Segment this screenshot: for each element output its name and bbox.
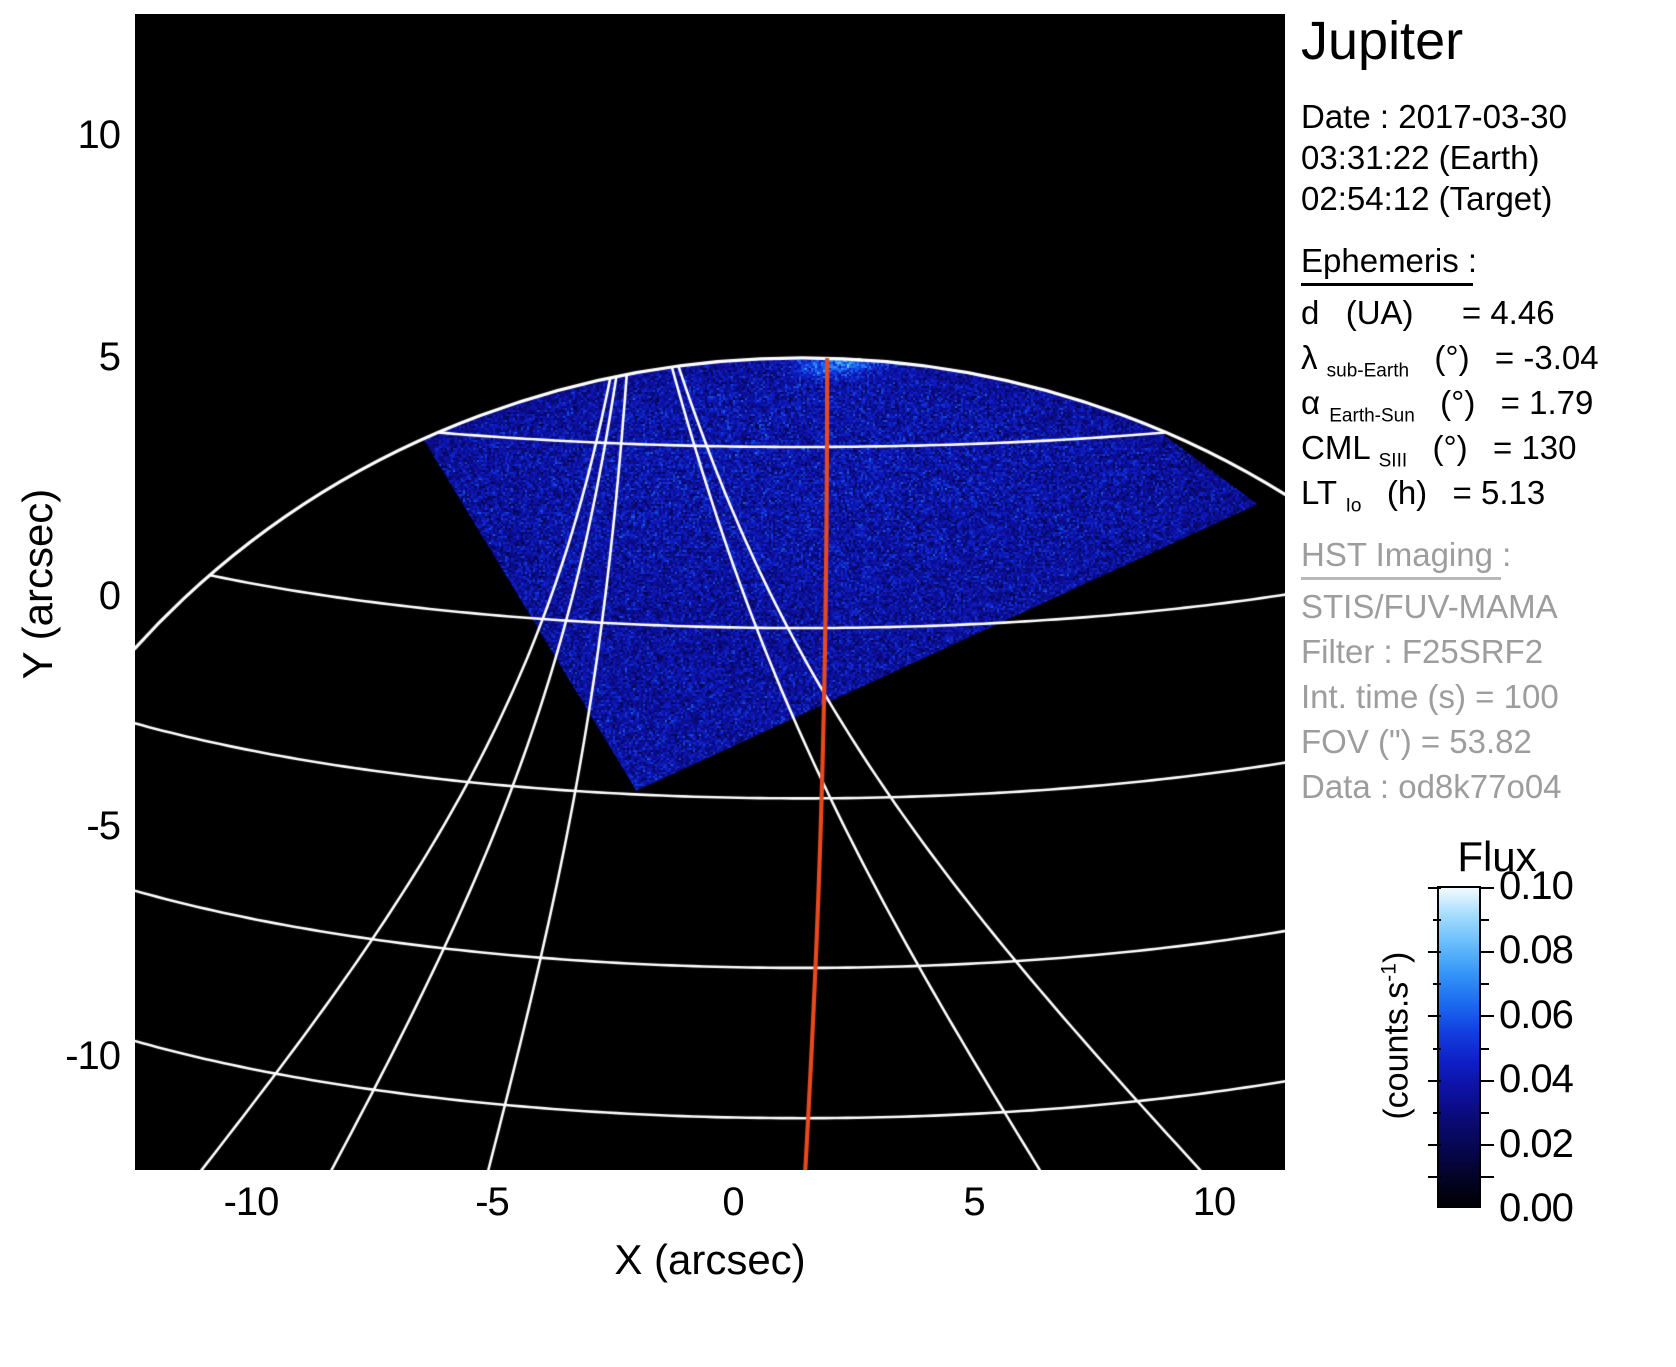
ephem-value: = 1.79 <box>1500 384 1594 421</box>
x-axis-label: X (arcsec) <box>614 1236 806 1283</box>
x-tick-label: 0 <box>722 1180 744 1224</box>
x-tick-label: 5 <box>963 1180 985 1224</box>
ephemeris-row-cml: CML SIII (°) = 130 <box>1301 431 1577 478</box>
ephemeris-rule <box>1301 283 1473 286</box>
colorbar-tick <box>1481 951 1494 953</box>
colorbar-minor-tick <box>1433 1048 1441 1050</box>
hst-fov: FOV (") = 53.82 <box>1301 723 1532 760</box>
observation-date: Date : 2017-03-30 <box>1301 98 1568 135</box>
jupiter-aurora-image <box>135 14 1285 1170</box>
ephem-symbol: LT <box>1301 474 1337 511</box>
observation-info-panel: Jupiter Date : 2017-03-30 03:31:22 (Eart… <box>1297 0 1676 805</box>
ephem-unit: (h) <box>1386 474 1428 511</box>
colorbar-tick-label: 0.02 <box>1499 1122 1574 1166</box>
colorbar-unit-exponent: -1 <box>1377 963 1401 982</box>
ephem-subscript: SIII <box>1378 450 1408 472</box>
ephem-symbol: d <box>1301 294 1320 331</box>
ephem-unit: (UA) <box>1345 294 1414 331</box>
ephemeris-row-io-local-time: LT Io (h) = 5.13 <box>1301 476 1545 523</box>
colorbar-unit-close: ) <box>1377 951 1416 964</box>
ephem-value: = 5.13 <box>1452 474 1546 511</box>
colorbar-title: Flux <box>1457 833 1537 880</box>
colorbar-minor-tick <box>1433 1112 1441 1114</box>
colorbar-minor-tick <box>1481 1048 1489 1050</box>
colorbar-tick <box>1428 951 1441 953</box>
colorbar-tick <box>1481 1080 1494 1082</box>
ephemeris-row-distance: d (UA) = 4.46 <box>1301 296 1555 329</box>
ephem-subscript: Io <box>1345 495 1362 517</box>
page-title: Jupiter <box>1301 11 1464 71</box>
ephem-subscript: sub-Earth <box>1326 360 1410 382</box>
ephem-value: = -3.04 <box>1494 339 1599 376</box>
ephem-value: = 4.46 <box>1461 294 1555 331</box>
ephemeris-row-sub-earth-latitude: λ sub-Earth (°) = -3.04 <box>1301 341 1599 388</box>
colorbar-minor-tick <box>1433 919 1441 921</box>
colorbar-tick <box>1481 1176 1494 1178</box>
colorbar-tick <box>1481 1015 1494 1017</box>
y-axis-label: Y (arcsec) <box>14 488 61 680</box>
ephem-subscript: Earth-Sun <box>1329 405 1415 427</box>
ephem-unit: (°) <box>1432 429 1468 466</box>
hst-instrument: STIS/FUV-MAMA <box>1301 588 1558 625</box>
colorbar-minor-tick <box>1433 983 1441 985</box>
y-tick-label: 0 <box>98 574 121 618</box>
y-tick-label: -10 <box>65 1034 121 1078</box>
x-tick-label: -10 <box>223 1180 280 1224</box>
flux-colorbar: Flux (counts.s-1) 0.10 0.08 0.06 0.04 0.… <box>1297 830 1676 1229</box>
ephemeris-row-phase-angle: α Earth-Sun (°) = 1.79 <box>1301 386 1593 433</box>
observation-time-target: 02:54:12 (Target) <box>1301 180 1553 217</box>
y-tick-label: 5 <box>98 335 121 379</box>
colorbar-minor-tick <box>1481 1112 1489 1114</box>
colorbar-tick <box>1428 887 1441 889</box>
x-tick-label: 10 <box>1192 1180 1237 1224</box>
ephem-value: = 130 <box>1493 429 1577 466</box>
colorbar-tick <box>1428 1144 1441 1146</box>
ephem-unit: (°) <box>1434 339 1470 376</box>
colorbar-tick <box>1428 1080 1441 1082</box>
colorbar-tick <box>1481 1144 1494 1146</box>
colorbar-tick <box>1481 887 1494 889</box>
ephemeris-heading: Ephemeris : <box>1301 242 1478 279</box>
colorbar-gradient <box>1437 886 1481 1208</box>
hst-imaging-heading: HST Imaging : <box>1301 536 1512 573</box>
observation-time-earth: 03:31:22 (Earth) <box>1301 139 1540 176</box>
ephem-symbol: CML <box>1301 429 1370 466</box>
ephem-symbol: λ <box>1301 339 1318 376</box>
x-tick-label: -5 <box>475 1180 510 1224</box>
hst-int-time: Int. time (s) = 100 <box>1301 678 1559 715</box>
colorbar-tick <box>1428 1015 1441 1017</box>
y-tick-label: -5 <box>86 804 121 848</box>
colorbar-tick-label: 0.00 <box>1499 1186 1574 1230</box>
ephem-unit: (°) <box>1440 384 1476 421</box>
y-tick-label: 10 <box>77 113 121 157</box>
hst-imaging-rule <box>1301 577 1501 580</box>
hst-dataset-id: Data : od8k77o04 <box>1301 768 1562 805</box>
colorbar-tick-label: 0.06 <box>1499 993 1574 1037</box>
colorbar-unit-base: (counts.s <box>1377 981 1416 1120</box>
ephem-symbol: α <box>1301 384 1321 421</box>
colorbar-axis-label: (counts.s-1) <box>1377 896 1416 1176</box>
colorbar-tick <box>1428 1176 1441 1178</box>
colorbar-tick-label: 0.08 <box>1499 928 1574 972</box>
sky-image-plot <box>135 14 1285 1170</box>
hst-filter: Filter : F25SRF2 <box>1301 633 1544 670</box>
colorbar-tick-label: 0.04 <box>1499 1057 1574 1101</box>
colorbar-tick-label: 0.10 <box>1499 864 1574 908</box>
colorbar-minor-tick <box>1481 983 1489 985</box>
colorbar-minor-tick <box>1481 919 1489 921</box>
